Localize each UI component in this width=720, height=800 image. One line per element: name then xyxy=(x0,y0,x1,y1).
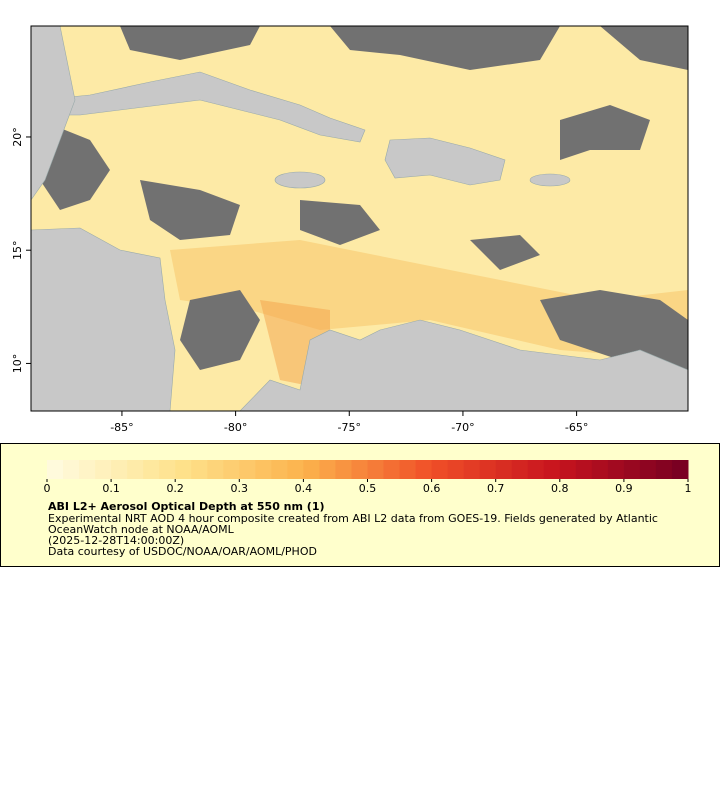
colorbar-tick-label: 0.6 xyxy=(423,482,441,495)
legend-line: OceanWatch node at NOAA/AOML xyxy=(48,523,235,536)
colorbar-step xyxy=(623,460,641,479)
colorbar-step xyxy=(607,460,625,479)
colorbar-step xyxy=(79,460,96,479)
colorbar-step xyxy=(351,460,368,479)
colorbar-step xyxy=(63,460,80,479)
colorbar-step xyxy=(671,460,689,479)
legend-title: ABI L2+ Aerosol Optical Depth at 550 nm … xyxy=(48,500,325,513)
colorbar-step xyxy=(95,460,112,479)
colorbar-step xyxy=(319,460,336,479)
legend-line: (2025-12-28T14:00:00Z) xyxy=(48,534,184,547)
colorbar-step xyxy=(47,460,64,479)
colorbar-step xyxy=(431,460,449,479)
colorbar-step xyxy=(527,460,545,479)
colorbar-step xyxy=(271,460,288,479)
colorbar-step xyxy=(223,460,240,479)
colorbar-step xyxy=(239,460,256,479)
colorbar-step xyxy=(111,460,128,479)
colorbar-tick-label: 0.4 xyxy=(295,482,313,495)
colorbar-step xyxy=(399,460,417,479)
colorbar-step xyxy=(543,460,561,479)
colorbar-step xyxy=(559,460,577,479)
x-tick-label: -75° xyxy=(338,421,361,434)
colorbar-tick-label: 0 xyxy=(44,482,51,495)
colorbar-step xyxy=(335,460,352,479)
colorbar-step xyxy=(159,460,176,479)
x-tick-label: -65° xyxy=(565,421,588,434)
colorbar-step xyxy=(287,460,304,479)
colorbar-tick-label: 1 xyxy=(685,482,692,495)
y-tick-label: 10° xyxy=(11,354,24,374)
colorbar-step xyxy=(143,460,160,479)
colorbar: 0 0.1 0.2 0.3 0.4 0.5 0.6 0.7 0.8 0.9 1 xyxy=(44,460,692,495)
colorbar-step xyxy=(191,460,208,479)
legend-line: Data courtesy of USDOC/NOAA/OAR/AOML/PHO… xyxy=(48,545,317,558)
legend-line: Experimental NRT AOD 4 hour composite cr… xyxy=(48,512,658,525)
x-tick-label: -70° xyxy=(451,421,474,434)
colorbar-tick-label: 0.1 xyxy=(102,482,120,495)
colorbar-step xyxy=(207,460,224,479)
colorbar-tick-label: 0.7 xyxy=(487,482,505,495)
map-frame xyxy=(30,25,689,412)
colorbar-step xyxy=(511,460,529,479)
colorbar-step xyxy=(383,460,401,479)
x-tick-label: -85° xyxy=(110,421,133,434)
colorbar-step xyxy=(655,460,673,479)
colorbar-step xyxy=(127,460,144,479)
colorbar-step xyxy=(639,460,657,479)
colorbar-step xyxy=(495,460,513,479)
colorbar-step xyxy=(367,460,385,479)
colorbar-tick-label: 0.8 xyxy=(551,482,569,495)
colorbar-tick-label: 0.9 xyxy=(615,482,633,495)
colorbar-step xyxy=(303,460,320,479)
colorbar-step xyxy=(479,460,497,479)
colorbar-step xyxy=(463,460,481,479)
x-tick-label: -80° xyxy=(224,421,247,434)
colorbar-tick-label: 0.5 xyxy=(359,482,377,495)
y-tick-label: 15° xyxy=(11,240,24,259)
colorbar-step xyxy=(255,460,272,479)
colorbar-step xyxy=(591,460,609,479)
y-tick-label: 20° xyxy=(11,127,24,147)
colorbar-step xyxy=(415,460,433,479)
map-image xyxy=(31,26,688,411)
colorbar-step xyxy=(575,460,593,479)
colorbar-step xyxy=(447,460,465,479)
colorbar-step xyxy=(175,460,192,479)
colorbar-tick-label: 0.3 xyxy=(231,482,249,495)
colorbar-tick-label: 0.2 xyxy=(166,482,184,495)
